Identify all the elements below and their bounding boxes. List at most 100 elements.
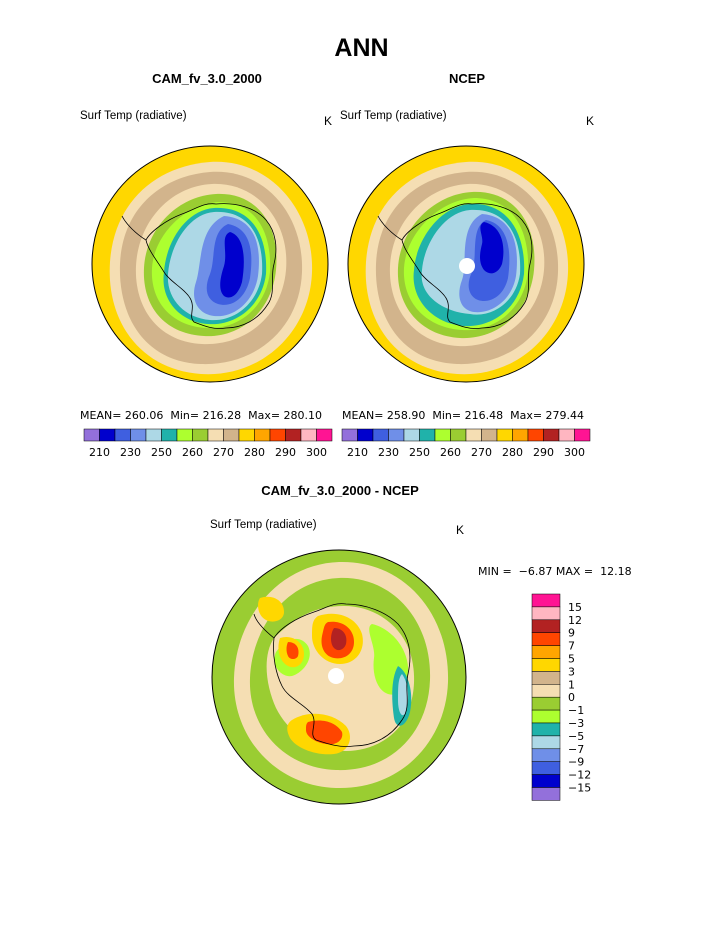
colorbar-tick-label: 290: [275, 446, 296, 459]
diff-fill-yellow-northwest: [258, 596, 284, 622]
colorbar-tick-label: 0: [568, 691, 575, 704]
colorbar-obs: 210 230 250 260 270 280 290 300: [341, 428, 591, 459]
polar-map-model: [91, 145, 329, 383]
coastline-obs: [401, 203, 533, 329]
colorbar-boxes-obs: [341, 428, 591, 442]
stats-model: MEAN= 260.06 Min= 216.28 Max= 280.10: [80, 409, 323, 422]
colorbar-box: [450, 428, 467, 442]
peninsula-diff: [253, 613, 275, 639]
units-label-diff: K: [456, 523, 465, 537]
colorbar-tick-label: 250: [409, 446, 430, 459]
diff-fill-red-north: [331, 628, 347, 651]
colorbar-box: [99, 428, 116, 442]
colorbar-tick-label: 230: [378, 446, 399, 459]
colorbar-model: 210 230 250 260 270 280 290 300: [83, 428, 333, 459]
colorbar-tick-label: 15: [568, 601, 582, 614]
colorbar-box: [357, 428, 374, 442]
colorbar-tick-label: −1: [568, 704, 584, 717]
pole-hole-diff: [328, 668, 344, 684]
peninsula-model: [121, 215, 147, 241]
colorbar-box: [531, 684, 561, 698]
colorbar-box: [496, 428, 513, 442]
colorbar-box: [316, 428, 333, 442]
colorbar-box: [558, 428, 575, 442]
colorbar-box: [531, 722, 561, 737]
colorbar-box: [223, 428, 240, 442]
colorbar-box: [531, 774, 561, 788]
colorbar-tick-label: 260: [182, 446, 203, 459]
colorbar-labels-model: 210 230 250 260 270 280 290 300: [89, 446, 327, 459]
colorbar-box: [176, 428, 193, 442]
colorbar-box: [161, 428, 178, 442]
colorbar-tick-label: 7: [568, 640, 575, 653]
pole-hole-obs: [459, 258, 475, 274]
colorbar-box: [419, 428, 436, 442]
colorbar-tick-label: 1: [568, 678, 575, 691]
colorbar-tick-label: −15: [568, 782, 591, 795]
panel-title-diff: CAM_fv_3.0_2000 - NCEP: [261, 483, 419, 498]
colorbar-box: [531, 619, 561, 633]
stats-obs: MEAN= 258.90 Min= 216.48 Max= 279.44: [342, 409, 585, 422]
colorbar-box: [388, 428, 405, 442]
variable-label-diff: Surf Temp (radiative): [210, 519, 317, 531]
colorbar-tick-label: 12: [568, 614, 582, 627]
colorbar-box: [434, 428, 451, 442]
colorbar-tick-label: −7: [568, 743, 584, 756]
map-fill-220: [480, 222, 504, 274]
colorbar-tick-label: 280: [502, 446, 523, 459]
colorbar-tick-label: 230: [120, 446, 141, 459]
colorbar-box: [531, 593, 561, 608]
colorbar-box: [531, 671, 561, 685]
diff-fill-red-west: [286, 642, 299, 659]
units-label-obs: K: [586, 114, 595, 128]
colorbar-tick-label: 250: [151, 446, 172, 459]
colorbar-box: [531, 696, 561, 711]
figure-title: ANN: [334, 34, 389, 62]
peninsula-obs: [377, 215, 403, 241]
colorbar-box: [531, 761, 561, 775]
colorbar-box: [403, 428, 420, 442]
colorbar-box: [83, 428, 100, 442]
colorbar-tick-label: 260: [440, 446, 461, 459]
colorbar-tick-label: 300: [306, 446, 327, 459]
colorbar-box: [192, 428, 209, 442]
panel-title-model: CAM_fv_3.0_2000: [152, 71, 262, 86]
colorbar-labels-obs: 210 230 250 260 270 280 290 300: [347, 446, 585, 459]
colorbar-box: [531, 606, 561, 621]
polar-map-diff: [211, 549, 467, 805]
colorbar-tick-label: 5: [568, 653, 575, 666]
colorbar-box: [574, 428, 591, 442]
variable-label-obs: Surf Temp (radiative): [340, 110, 447, 122]
panel-title-obs: NCEP: [448, 71, 486, 86]
colorbar-tick-label: 3: [568, 665, 575, 678]
colorbar-box: [207, 428, 224, 442]
colorbar-tick-label: 300: [564, 446, 585, 459]
colorbar-tick-label: −3: [568, 717, 584, 730]
colorbar-tick-label: 290: [533, 446, 554, 459]
colorbar-tick-label: −5: [568, 730, 584, 743]
colorbar-boxes-diff: [531, 593, 561, 801]
coastline-diff: [273, 603, 411, 747]
colorbar-box: [531, 632, 561, 646]
colorbar-tick-label: 270: [471, 446, 492, 459]
colorbar-box: [543, 428, 560, 442]
colorbar-tick-label: −9: [568, 756, 584, 769]
map-fill-220: [220, 232, 244, 298]
colorbar-box: [285, 428, 302, 442]
colorbar-box: [481, 428, 498, 442]
colorbar-box: [372, 428, 389, 442]
units-label-model: K: [324, 114, 333, 128]
colorbar-tick-label: 210: [89, 446, 110, 459]
colorbar-tick-label: −12: [568, 769, 591, 782]
colorbar-box: [465, 428, 482, 442]
colorbar-box: [531, 709, 561, 724]
colorbar-box: [238, 428, 255, 442]
colorbar-box: [531, 645, 561, 659]
colorbar-box: [300, 428, 317, 442]
colorbar-boxes-model: [83, 428, 333, 442]
polar-map-obs: [347, 145, 585, 383]
colorbar-tick-label: 280: [244, 446, 265, 459]
colorbar-box: [531, 787, 561, 801]
colorbar-box: [512, 428, 529, 442]
